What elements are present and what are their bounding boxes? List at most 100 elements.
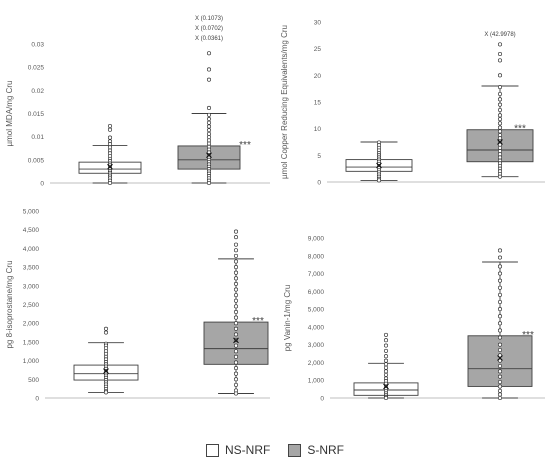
data-point xyxy=(497,369,503,374)
y-tick-label: 5 xyxy=(317,153,321,160)
data-point xyxy=(383,372,389,377)
data-point xyxy=(383,348,389,353)
data-point xyxy=(497,51,503,57)
data-point xyxy=(233,315,239,320)
data-point xyxy=(376,178,382,183)
legend-item-s-nrf: S-NRF xyxy=(288,443,344,457)
y-tick-label: 10 xyxy=(314,126,322,133)
data-point xyxy=(107,180,113,186)
data-point xyxy=(206,131,212,136)
y-tick-label: 500 xyxy=(28,377,39,384)
data-point xyxy=(233,343,239,348)
data-point xyxy=(206,117,212,122)
significance-stars: *** xyxy=(514,124,526,135)
data-point xyxy=(206,77,212,82)
data-point xyxy=(206,112,212,117)
data-point xyxy=(233,326,239,331)
data-point xyxy=(233,242,239,247)
data-point xyxy=(497,358,503,363)
data-point xyxy=(103,326,109,331)
data-point xyxy=(233,354,239,359)
data-point xyxy=(233,377,239,382)
data-point xyxy=(233,321,239,326)
data-point xyxy=(233,332,239,337)
mean-marker xyxy=(107,163,113,170)
data-point xyxy=(497,125,503,130)
legend-swatch-ns-nrf xyxy=(206,443,219,457)
data-point xyxy=(497,113,503,118)
y-tick-label: 0 xyxy=(317,180,321,187)
data-point xyxy=(383,369,389,374)
data-point xyxy=(497,292,503,297)
mean-marker xyxy=(206,152,212,159)
data-point xyxy=(497,353,503,358)
y-tick-label: 1,000 xyxy=(23,358,40,365)
data-point xyxy=(206,124,212,129)
data-point xyxy=(206,67,212,72)
y-tick-label: 9,000 xyxy=(308,236,325,243)
data-point xyxy=(107,145,113,150)
y-axis-label: µmol MDA/mg Cru xyxy=(5,81,14,147)
mean-marker xyxy=(376,162,382,169)
legend-item-ns-nrf: NS-NRF xyxy=(206,443,270,457)
data-point xyxy=(497,85,503,90)
data-point xyxy=(497,102,503,107)
y-tick-label: 2,000 xyxy=(23,321,40,328)
data-point xyxy=(383,338,389,343)
outlier-label: X (0.1073) xyxy=(195,16,223,22)
data-point xyxy=(233,309,239,315)
data-point xyxy=(107,127,113,132)
data-point xyxy=(233,304,239,309)
data-point xyxy=(497,271,503,276)
data-point xyxy=(233,276,239,281)
data-point xyxy=(497,264,503,269)
data-point xyxy=(383,358,389,363)
data-point xyxy=(233,253,239,258)
mean-marker xyxy=(103,368,109,374)
data-point xyxy=(497,121,503,126)
data-point xyxy=(383,343,389,348)
data-point xyxy=(107,135,113,140)
y-tick-label: 0.02 xyxy=(31,88,44,95)
y-tick-label: 0.03 xyxy=(31,42,44,49)
data-point xyxy=(233,229,239,234)
y-tick-label: 4,500 xyxy=(23,227,40,234)
legend-swatch-s-nrf xyxy=(288,443,302,457)
significance-stars: *** xyxy=(522,330,534,341)
data-point xyxy=(233,248,239,253)
data-point xyxy=(497,363,503,369)
y-tick-label: 6,000 xyxy=(308,289,325,296)
y-tick-label: 25 xyxy=(314,46,322,53)
mean-marker xyxy=(233,337,239,344)
y-tick-label: 5,000 xyxy=(308,307,325,314)
y-tick-label: 3,000 xyxy=(308,342,325,349)
data-point xyxy=(233,382,239,387)
mean-marker xyxy=(383,383,389,390)
data-point xyxy=(233,287,239,292)
data-point xyxy=(233,235,239,240)
data-point xyxy=(206,105,212,110)
mean-marker xyxy=(497,355,503,361)
y-tick-label: 3,000 xyxy=(23,283,40,290)
data-point xyxy=(233,270,239,275)
y-tick-label: 0.015 xyxy=(28,111,45,118)
data-point xyxy=(497,388,503,393)
data-point xyxy=(497,392,503,397)
mean-marker xyxy=(497,139,503,145)
y-tick-label: 7,000 xyxy=(308,271,325,278)
data-point xyxy=(233,366,239,371)
data-point xyxy=(497,278,503,283)
y-axis-label: µmol Copper Reducing Equivalents/mg Cru xyxy=(280,25,289,179)
y-tick-label: 2,000 xyxy=(308,360,325,367)
data-point xyxy=(206,120,212,125)
data-point xyxy=(206,180,212,186)
data-point xyxy=(233,371,239,376)
legend-label-s-nrf: S-NRF xyxy=(307,443,344,457)
data-point xyxy=(497,384,503,389)
data-point xyxy=(497,174,503,179)
data-point xyxy=(383,354,389,359)
y-tick-label: 8,000 xyxy=(308,253,325,260)
y-tick-label: 30 xyxy=(314,20,322,27)
data-point xyxy=(497,347,503,353)
data-point xyxy=(497,299,503,305)
